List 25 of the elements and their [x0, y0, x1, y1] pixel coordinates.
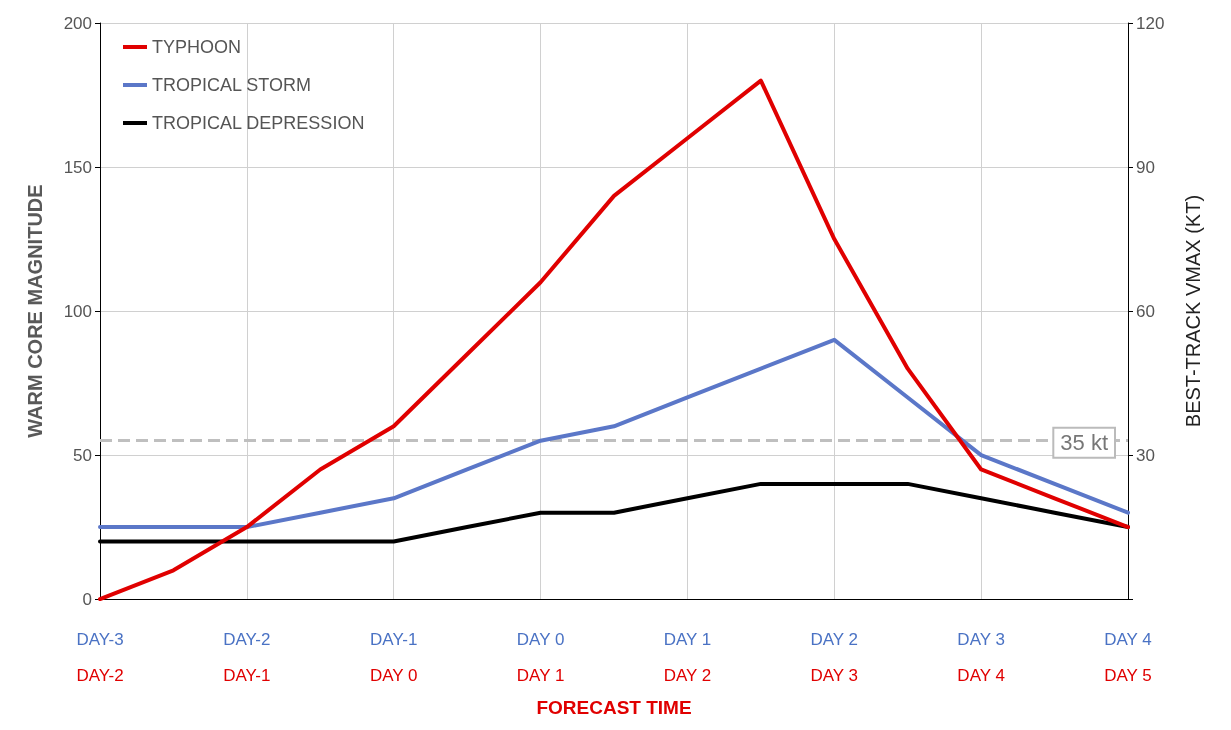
x-tick-label: DAY 3 DAY 4: [957, 629, 1005, 685]
line-series: [98, 337, 1130, 530]
y2-tick-label: 90: [1136, 157, 1155, 177]
y2-tick-label: 60: [1136, 301, 1155, 321]
y-tick-label: 0: [82, 589, 92, 609]
y2-axis-title: BEST-TRACK VMAX (KT): [1182, 194, 1204, 428]
y-tick-label: 50: [73, 445, 92, 465]
x-tick-label: DAY 4 DAY 5: [1104, 629, 1152, 685]
x-tick-label: DAY 1 DAY 2: [663, 629, 712, 685]
x-tick-label: DAY-3 DAY-2: [76, 629, 124, 685]
x-tick-label: DAY 2 DAY 3: [810, 629, 859, 685]
y-tick-label: 150: [63, 157, 92, 177]
y2-tick-label: 30: [1136, 445, 1155, 465]
x-tick-label: DAY-1 DAY 0: [369, 629, 418, 685]
x-tick-label: DAY 0 DAY 1: [516, 629, 565, 685]
legend-label: TROPICAL DEPRESSION: [152, 113, 365, 133]
legend-label: TROPICAL STORM: [152, 75, 312, 95]
legend-label: TYPHOON: [152, 37, 242, 57]
y-tick-label: 200: [63, 13, 92, 33]
x-tick-label: DAY-2 DAY-1: [223, 629, 271, 685]
y-tick-label: 100: [63, 301, 92, 321]
y-axis-title: WARM CORE MAGNITUDE: [24, 184, 46, 438]
y2-tick-label: 120: [1136, 13, 1165, 33]
x-axis-title: FORECAST TIME: [536, 697, 692, 718]
ref-line-label: 35 kt: [1060, 430, 1108, 456]
